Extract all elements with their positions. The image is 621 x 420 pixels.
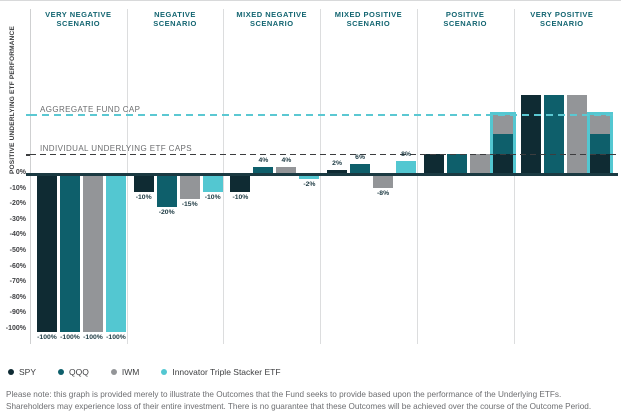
bar xyxy=(446,153,467,173)
y-axis-tick-label: -40% xyxy=(9,231,26,239)
bar xyxy=(566,95,587,173)
individual-etf-caps-line xyxy=(30,153,618,155)
scenario-header: MIXED NEGATIVE SCENARIO xyxy=(236,10,308,28)
bar xyxy=(520,95,541,173)
section-divider xyxy=(126,9,128,344)
individual-cap-axis-tick xyxy=(26,153,30,156)
bar-value-label: -100% xyxy=(106,334,126,341)
bar xyxy=(202,176,223,192)
legend-series-name: SPY xyxy=(19,367,37,377)
scenario-header: NEGATIVE SCENARIO xyxy=(153,10,197,28)
scenario-header: MIXED POSITIVE SCENARIO xyxy=(334,10,403,28)
scenario-header: POSITIVE SCENARIO xyxy=(443,10,487,28)
stacker-segment xyxy=(492,114,513,134)
y-axis-tick-label: -60% xyxy=(9,262,26,270)
bar xyxy=(469,153,490,173)
y-axis-tick-label: -70% xyxy=(9,278,26,286)
triple-stacker-capped-bar xyxy=(489,111,516,173)
bar xyxy=(276,166,297,173)
y-axis-tick-label: -10% xyxy=(9,184,26,192)
y-axis-tick-label: -50% xyxy=(9,247,26,254)
legend-dot-icon xyxy=(8,369,14,375)
legend-item: IWM xyxy=(110,367,140,377)
bar-value-label: -10% xyxy=(204,193,221,201)
bar xyxy=(60,176,80,332)
section-divider xyxy=(416,9,418,344)
bar xyxy=(253,166,274,173)
legend-item: QQQ xyxy=(58,367,89,377)
legend-item: SPY xyxy=(8,367,36,377)
scenario-header: VERY NEGATIVE SCENARIO xyxy=(45,10,112,28)
bar-value-label: -15% xyxy=(181,201,198,209)
bar-value-label: 8% xyxy=(401,150,411,158)
bar xyxy=(396,160,417,173)
bar xyxy=(37,176,57,332)
legend-item: Innovator Triple Stacker ETF xyxy=(161,367,281,377)
bar xyxy=(83,176,103,332)
bar xyxy=(133,176,154,192)
legend-dot-icon xyxy=(58,369,65,375)
y-axis-title: POSITIVE UNDERLYING ETF PERFORMANCE xyxy=(9,26,16,174)
bar-value-label: 6% xyxy=(355,153,365,161)
bar xyxy=(327,169,348,173)
bar xyxy=(179,176,200,200)
bar-value-label: -100% xyxy=(83,334,103,341)
individual-cap-label: INDIVIDUAL UNDERLYING ETF CAPS xyxy=(40,144,193,153)
zero-baseline xyxy=(26,173,618,176)
disclaimer-line-1: Please note: this graph is provided mere… xyxy=(6,390,562,399)
y-axis xyxy=(30,9,31,344)
stacker-segment xyxy=(492,153,513,173)
stacker-segment xyxy=(589,153,610,173)
legend-series-name: IWM xyxy=(121,367,140,377)
bar-value-label: -10% xyxy=(135,193,152,201)
legend-dot-icon xyxy=(161,369,168,375)
bar-value-label: -2% xyxy=(303,181,316,189)
aggregate-cap-label: AGGREGATE FUND CAP xyxy=(40,105,141,114)
bar-value-label: 4% xyxy=(281,156,292,164)
disclaimer-note: Please note: this graph is provided mere… xyxy=(6,389,620,412)
stacker-segment xyxy=(589,114,610,134)
bar xyxy=(156,176,177,208)
legend-series-name: Innovator Triple Stacker ETF xyxy=(172,367,281,377)
aggregate-cap-axis-tick xyxy=(26,113,30,116)
bar-value-label: 2% xyxy=(332,159,342,167)
y-axis-tick-label: -100% xyxy=(5,325,26,332)
y-axis-tick-label: -20% xyxy=(9,200,26,208)
bar xyxy=(373,176,394,189)
bar-value-label: -8% xyxy=(377,190,390,198)
bar-value-label: -10% xyxy=(232,193,249,201)
bar xyxy=(299,176,320,180)
section-divider xyxy=(513,9,515,344)
stacker-segment xyxy=(492,134,513,154)
disclaimer-line-2: Shareholders may experience loss of thei… xyxy=(6,401,592,411)
bar xyxy=(423,153,444,173)
y-axis-tick-label: -90% xyxy=(9,309,26,317)
scenario-header: VERY POSITIVE SCENARIO xyxy=(530,10,594,28)
y-axis-tick-label: 0% xyxy=(15,169,26,176)
bar xyxy=(350,163,371,173)
bar-value-label: -20% xyxy=(158,209,175,217)
stacker-segment xyxy=(589,134,610,154)
section-divider xyxy=(223,9,225,344)
aggregate-fund-cap-line xyxy=(30,113,618,116)
y-axis-tick-label: -80% xyxy=(9,293,26,301)
bar xyxy=(106,176,126,332)
triple-stacker-capped-bar xyxy=(586,111,613,173)
bar-value-label: -100% xyxy=(37,334,57,341)
y-axis-tick-label: -30% xyxy=(9,215,26,223)
bar-value-label: 4% xyxy=(258,156,269,164)
legend-series-name: QQQ xyxy=(69,367,89,377)
section-divider xyxy=(320,9,322,344)
bar xyxy=(543,95,564,173)
bar xyxy=(230,176,251,192)
bar-value-label: -100% xyxy=(60,334,80,341)
legend: SPY QQQ IWM Innovator Triple Stacker ETF xyxy=(8,367,281,377)
legend-dot-icon xyxy=(110,369,117,375)
